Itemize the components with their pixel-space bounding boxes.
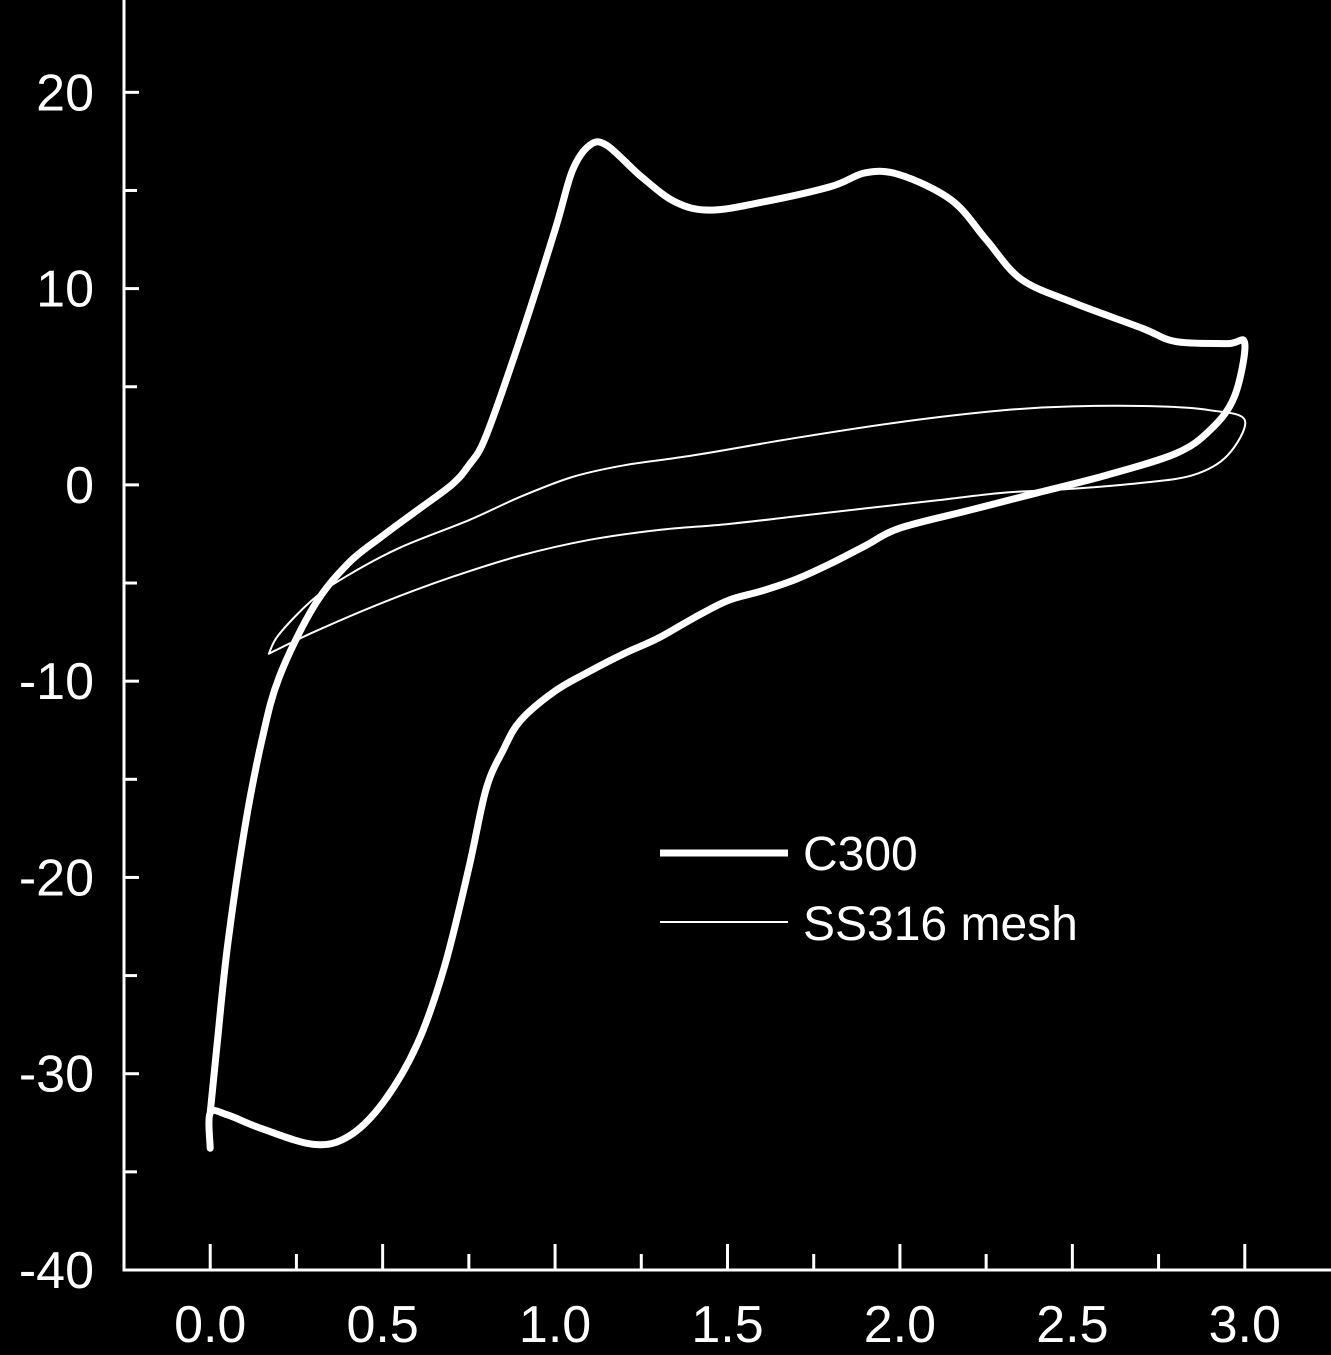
x-tick-label: 2.0	[864, 1296, 936, 1354]
legend: C300 SS316 mesh	[660, 828, 1078, 951]
y-tick-label: -20	[19, 849, 94, 907]
y-tick-label: -30	[19, 1046, 94, 1104]
legend-label-c300: C300	[803, 828, 918, 881]
x-axis: 0.0 0.5 1.0 1.5 2.0 2.5 3.0	[174, 1244, 1281, 1354]
y-tick-label: -10	[19, 653, 94, 711]
x-tick-label: 2.5	[1036, 1296, 1108, 1354]
x-tick-label: 0.5	[346, 1296, 418, 1354]
y-tick-label: 0	[65, 457, 94, 515]
y-tick-label: -40	[19, 1242, 94, 1300]
series-line-ss316-mesh	[267, 404, 1247, 655]
series-layer	[205, 138, 1249, 1152]
y-tick-label: 20	[36, 64, 94, 122]
legend-label-ss316-mesh: SS316 mesh	[803, 898, 1078, 951]
series-line-c300	[205, 138, 1249, 1152]
x-tick-label: 0.0	[174, 1296, 246, 1354]
y-axis: -40 -30 -20 -10 0 10 20	[19, 64, 139, 1300]
x-tick-label: 1.5	[691, 1296, 763, 1354]
x-tick-label: 3.0	[1209, 1296, 1281, 1354]
x-tick-label: 1.0	[519, 1296, 591, 1354]
y-tick-label: 10	[36, 261, 94, 319]
